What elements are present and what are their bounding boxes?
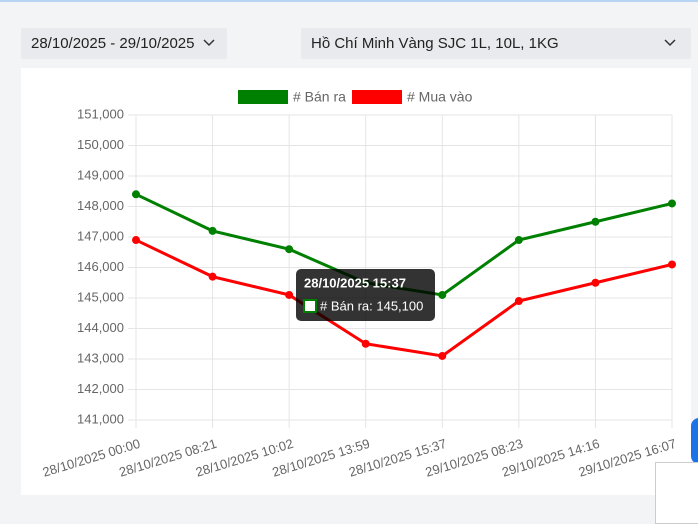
y-tick-label: 151,000 (77, 106, 124, 121)
data-point (514, 297, 523, 306)
data-point (285, 245, 294, 254)
legend-label: # Bán ra (293, 89, 346, 105)
chevron (664, 39, 676, 47)
location-select[interactable]: Hồ Chí Minh Vàng SJC 1L, 10L, 1KG (301, 28, 691, 59)
y-tick-label: 141,000 (77, 411, 124, 426)
thumbnail (655, 462, 698, 524)
data-point (668, 199, 676, 208)
tooltip-box (296, 269, 435, 321)
location-text: Hồ Chí Minh Vàng SJC 1L, 10L, 1KG (311, 35, 559, 52)
side-button[interactable] (691, 418, 698, 464)
tooltip: 28/10/2025 15:37 # Bán ra: 145,100 (296, 269, 435, 321)
tooltip-body: # Bán ra: 145,100 (320, 298, 423, 313)
y-tick-label: 146,000 (77, 259, 124, 274)
data-point (208, 226, 217, 235)
legend-swatch (238, 90, 288, 104)
chart: 141,000 142,000 143,000 144,000 145,000 146,0… (41, 89, 678, 480)
y-tick-label: 147,000 (77, 228, 124, 243)
date-range-text: 28/10/2025 - 29/10/2025 (31, 35, 195, 52)
legend-swatch (352, 90, 402, 104)
data-point (668, 260, 676, 269)
data-point (132, 190, 140, 199)
chevron (203, 39, 215, 47)
data-point (285, 290, 294, 299)
data-point (591, 278, 600, 287)
chart-card: 141,000 142,000 143,000 144,000 145,000 146,0… (21, 68, 691, 495)
y-tick-label: 150,000 (77, 137, 124, 152)
y-tick-label: 142,000 (77, 381, 124, 396)
y-tick-label: 144,000 (77, 320, 124, 335)
y-tick-label: 145,000 (77, 289, 124, 304)
data-point (438, 351, 447, 360)
date-range-picker[interactable]: 28/10/2025 - 29/10/2025 (21, 28, 227, 59)
y-tick-label: 148,000 (77, 198, 124, 213)
tooltip-title: 28/10/2025 15:37 (304, 275, 406, 290)
series-line (135, 238, 673, 358)
data-point (591, 217, 600, 226)
y-tick-label: 143,000 (77, 350, 124, 365)
data-point (132, 236, 140, 245)
legend-label: # Mua vào (407, 89, 473, 105)
top-border (0, 0, 698, 2)
y-tick-label: 149,000 (77, 167, 124, 182)
data-point (438, 290, 447, 299)
data-point (514, 236, 523, 245)
tooltip-swatch (303, 299, 317, 313)
data-point (361, 339, 370, 348)
data-point (208, 272, 217, 281)
